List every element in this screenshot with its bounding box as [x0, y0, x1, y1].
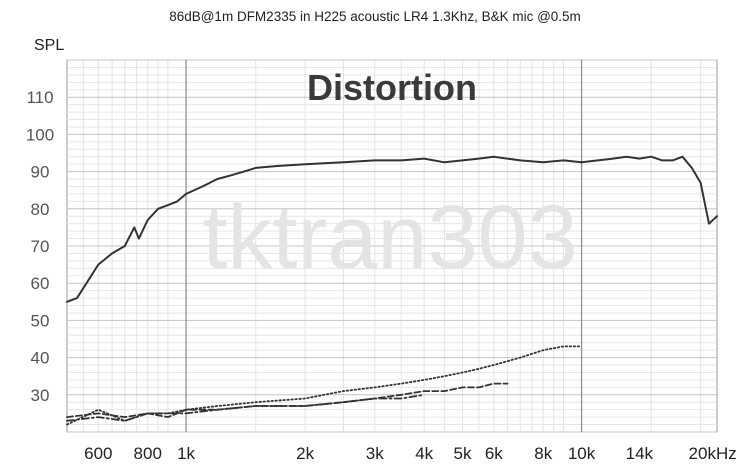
y-tick-label: 50 [31, 311, 50, 330]
x-tick-label: 3k [366, 444, 384, 463]
x-tick-label: 5k [454, 444, 472, 463]
watermark-text: tktran303 [202, 188, 577, 288]
y-tick-label: 60 [31, 274, 50, 293]
x-tick-labels: 600 800 1k 2k 3k 4k 5k 6k 8k 10k 14k 20kHz [84, 444, 737, 463]
series-line-0 [66, 155, 718, 303]
y-axis-label: SPL [34, 37, 64, 54]
series-line-3 [66, 393, 426, 422]
y-tick-label: 100 [26, 125, 54, 144]
x-tick-label: 10k [568, 444, 596, 463]
x-tick-label: 2k [296, 444, 314, 463]
x-tick-label: 20kHz [689, 444, 737, 463]
x-tick-label: 600 [84, 444, 112, 463]
x-tick-label: 6k [485, 444, 503, 463]
y-tick-label: 40 [31, 349, 50, 368]
y-tick-label: 30 [31, 386, 50, 405]
y-tick-label: 110 [26, 88, 53, 107]
y-tick-label: 80 [31, 200, 50, 219]
chart-heading: Distortion [307, 67, 477, 108]
x-tick-label: 4k [415, 444, 433, 463]
x-tick-label: 800 [134, 444, 162, 463]
y-tick-label: 70 [31, 237, 50, 256]
major-gridlines [67, 59, 717, 433]
y-tick-label: 90 [31, 163, 50, 182]
y-tick-labels: 30 40 50 60 70 80 90 100 110 [26, 88, 54, 405]
x-tick-label: 8k [534, 444, 552, 463]
minor-gridlines [67, 60, 717, 432]
series-layer [66, 155, 718, 426]
chart-title: 86dB@1m DFM2335 in H225 acoustic LR4 1.3… [169, 9, 581, 24]
x-tick-label: 1k [177, 444, 195, 463]
x-tick-label: 14k [626, 444, 654, 463]
